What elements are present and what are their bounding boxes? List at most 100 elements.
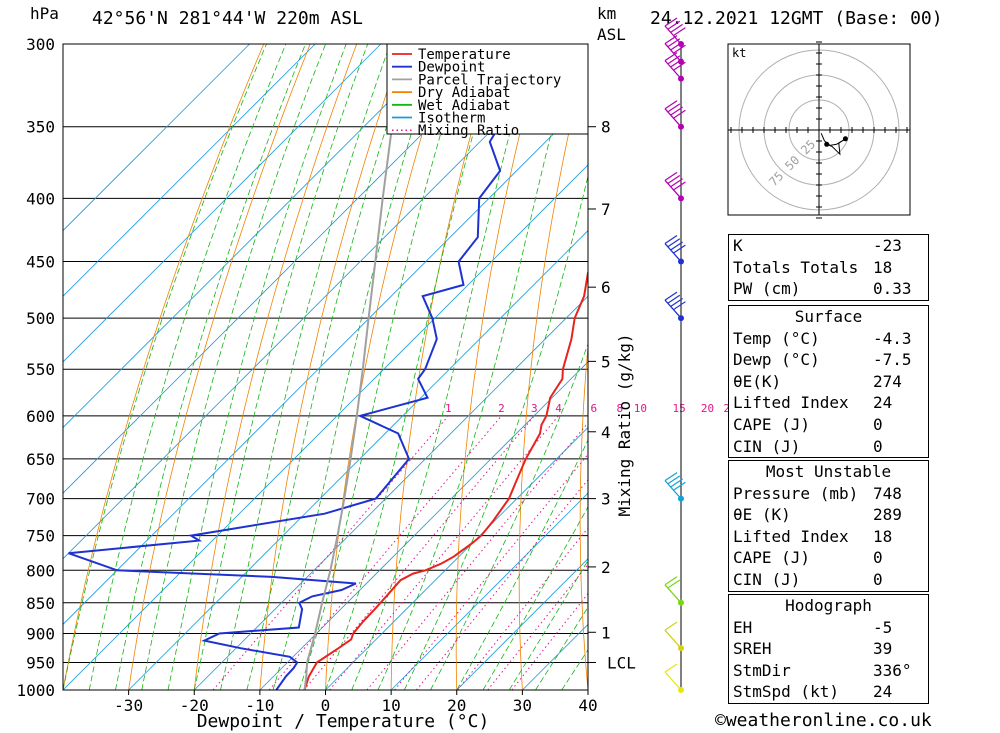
legend-label: Dry Adiabat: [418, 85, 511, 101]
wet-adiabat-line: [272, 44, 441, 690]
km-tick-label: 4: [601, 423, 611, 442]
wind-barb-feather: [670, 241, 683, 251]
wet-adiabat-line: [377, 44, 575, 690]
mixing-ratio-line: [268, 415, 502, 690]
wind-barb-feather: [673, 27, 686, 37]
most-unstable-row: CAPE (J) 0: [729, 547, 928, 569]
wind-barb-feather: [670, 41, 683, 51]
pressure-tick-label: 500: [26, 309, 55, 328]
wind-barb: [664, 621, 684, 652]
mixing-ratio-label: 15: [672, 402, 685, 415]
wind-barb-feather: [664, 35, 678, 45]
dry-adiabat-line: [639, 44, 682, 690]
surface-label: Dewp (°C): [733, 350, 820, 370]
wind-barb-staff: [664, 671, 682, 691]
wet-adiabat-line: [508, 559, 588, 690]
index-row-totals: Totals Totals 18: [729, 257, 928, 279]
most-unstable-value: 289: [873, 505, 902, 525]
surface-value: 274: [873, 371, 902, 391]
dry-adiabat-line: [325, 44, 451, 690]
mixing-ratio-label: 6: [590, 402, 597, 415]
location-title: 42°56'N 281°44'W 220m ASL: [92, 8, 363, 29]
wind-barb-feather: [670, 23, 683, 33]
wind-barb-feather: [673, 44, 686, 54]
wet-adiabat-line: [456, 439, 588, 690]
wet-adiabat-line: [193, 44, 369, 690]
index-row-pw: PW (cm) 0.33: [729, 278, 928, 300]
most-unstable-value: 0: [873, 569, 883, 589]
mixing-ratio-line: [212, 415, 449, 690]
wet-adiabat-line: [246, 44, 415, 690]
hodograph-title: Hodograph: [785, 596, 872, 615]
legend-label: Isotherm: [418, 111, 485, 127]
dry-adiabat-line: [959, 44, 1000, 690]
mixing-ratio-label: 1: [445, 402, 452, 415]
index-value: 18: [873, 257, 893, 277]
hodograph-value: -5: [873, 617, 893, 637]
wind-barb: [664, 171, 686, 202]
hodograph-storm-motion-point: [842, 136, 848, 142]
pressure-tick-label: 850: [26, 594, 55, 613]
wind-barb-feather: [664, 52, 678, 62]
mixing-ratio-line: [416, 478, 588, 690]
dry-adiabat-line: [259, 44, 404, 690]
wet-adiabat-line: [88, 44, 287, 690]
index-value: 0.33: [873, 279, 912, 299]
wind-barb-staff: [664, 243, 682, 262]
wind-barb: [664, 291, 686, 322]
wind-barb-feather: [667, 103, 681, 113]
wind-barb-feather: [664, 621, 678, 631]
wind-barb-staff: [664, 299, 682, 319]
surface-row: Lifted Index 24: [729, 392, 928, 414]
dry-adiabat-line: [579, 342, 588, 690]
wind-barb: [664, 35, 686, 65]
wind-barb-feather: [673, 481, 686, 491]
hodograph-table: Hodograph EH -5 SREH 39 StmDir 336° StmSpd …: [728, 594, 929, 704]
pressure-tick-label: 450: [26, 253, 55, 272]
wind-barb-feather: [664, 17, 678, 27]
mixing-ratio-label: 3: [531, 402, 538, 415]
pressure-tick-label: 1000: [16, 681, 55, 700]
wind-barb-staff: [664, 629, 682, 649]
isotherm-line: [325, 426, 588, 690]
wind-barb-feather: [667, 579, 681, 589]
most-unstable-row: Pressure (mb) 748: [729, 483, 928, 505]
asl-label: ASL: [597, 25, 626, 44]
wind-barb-point: [678, 123, 684, 130]
wind-barb: [664, 663, 684, 693]
hodograph-value: 39: [873, 639, 893, 659]
dry-adiabat-line: [63, 44, 265, 690]
isotherm-line: [63, 164, 588, 690]
dry-adiabat-line: [518, 47, 588, 690]
wind-barb-feather: [667, 238, 681, 248]
wind-barb-feather: [670, 178, 683, 188]
mixing-ratio-axis-label: Mixing Ratio (g/kg): [615, 333, 634, 516]
dry-adiabat-line: [696, 44, 729, 690]
pressure-tick-label: 750: [26, 527, 55, 546]
isotherm-line: [63, 44, 447, 429]
hodograph-label: SREH: [733, 639, 772, 659]
x-tick-label: 20: [447, 696, 466, 715]
surface-value: 0: [873, 436, 883, 456]
surface-row: CAPE (J) 0: [729, 414, 928, 436]
wind-barb-point: [678, 75, 684, 82]
x-tick-label: 30: [513, 696, 532, 715]
hodograph-row: EH -5: [729, 617, 928, 639]
wind-barb: [664, 576, 684, 606]
surface-value: -7.5: [873, 350, 912, 370]
most-unstable-label: CIN (J): [733, 569, 801, 589]
wet-adiabat-line: [115, 44, 306, 690]
wind-barb-feather: [667, 20, 681, 30]
surface-row: Temp (°C) -4.3: [729, 328, 928, 350]
wind-barb-staff: [664, 584, 682, 604]
mixing-ratio-line: [303, 415, 535, 690]
pressure-tick-label: 350: [26, 118, 55, 137]
wind-barb-feather: [664, 100, 678, 110]
mixing-ratio-label: 10: [634, 402, 647, 415]
wind-barb-feather: [667, 475, 681, 485]
wind-barb-feather: [664, 663, 678, 673]
pressure-tick-label: 950: [26, 653, 55, 672]
wind-barb-feather: [667, 294, 681, 304]
pressure-tick-label: 550: [26, 360, 55, 379]
legend-label: Temperature: [418, 47, 511, 63]
